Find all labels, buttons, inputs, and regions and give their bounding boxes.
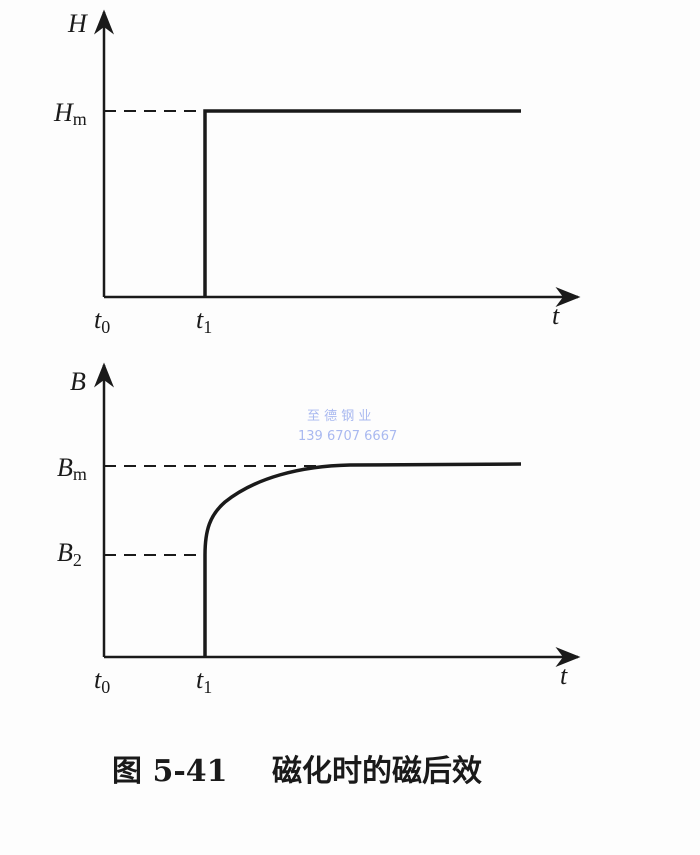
t1-label: t1 [196, 305, 212, 337]
watermark-name: 至 德 钢 业 [307, 409, 371, 424]
bm-label: Bm [57, 453, 87, 484]
b-response-curve [203, 462, 522, 657]
top-plot [94, 9, 581, 307]
t0-label: t0 [94, 665, 110, 697]
figure-title: 磁化时的磁后效 [272, 754, 482, 789]
figure-number: 图 5-41 [112, 754, 228, 789]
t1-label: t1 [196, 665, 212, 697]
t-axis-label: t [552, 301, 560, 330]
b-axis-label: B [70, 367, 86, 396]
hm-label: Hm [53, 98, 87, 129]
h-axis-label: H [67, 9, 88, 38]
t0-label: t0 [94, 305, 110, 337]
b2-label: B2 [57, 538, 82, 570]
watermark-phone: 139 6707 6667 [298, 429, 397, 444]
h-step-curve [203, 109, 521, 297]
bottom-plot [94, 362, 581, 667]
t-axis-label: t [560, 661, 568, 690]
